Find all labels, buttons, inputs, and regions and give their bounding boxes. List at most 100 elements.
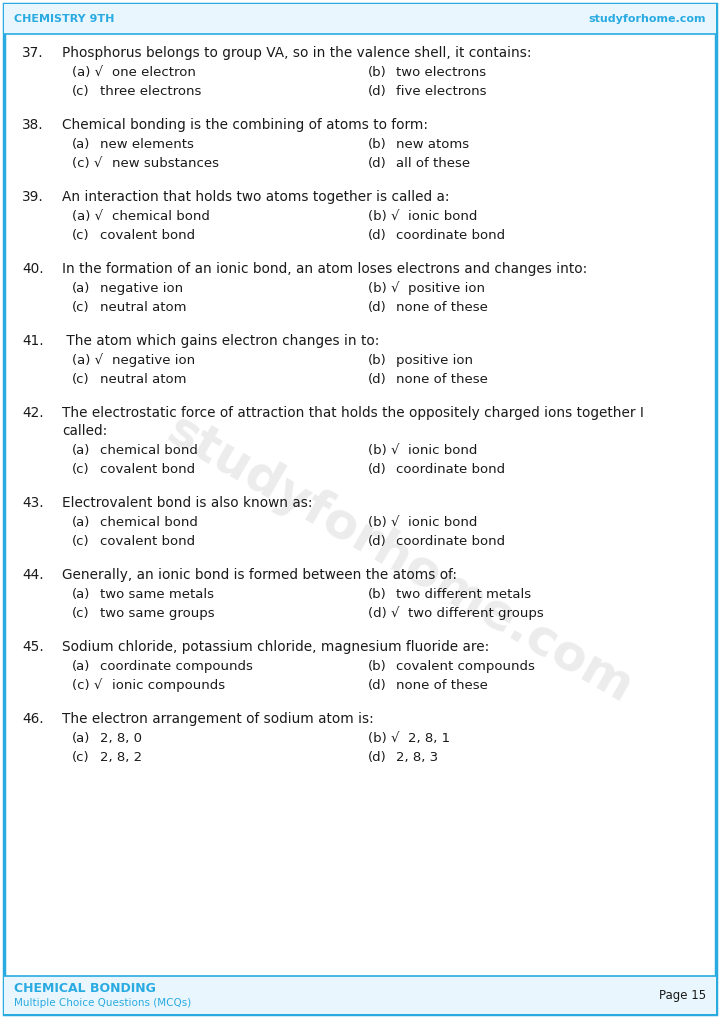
Text: (d): (d) — [368, 84, 387, 98]
Text: 2, 8, 2: 2, 8, 2 — [100, 751, 142, 764]
Text: The atom which gains electron changes in to:: The atom which gains electron changes in… — [62, 334, 379, 348]
Text: (a): (a) — [72, 516, 91, 529]
Text: (c): (c) — [72, 607, 89, 620]
Text: 2, 8, 1: 2, 8, 1 — [408, 732, 450, 745]
Text: (c): (c) — [72, 373, 89, 386]
Text: new elements: new elements — [100, 138, 194, 151]
Text: Phosphorus belongs to group VA, so in the valence shell, it contains:: Phosphorus belongs to group VA, so in th… — [62, 46, 531, 60]
Text: covalent bond: covalent bond — [100, 535, 195, 548]
Text: none of these: none of these — [396, 679, 488, 692]
Text: covalent bond: covalent bond — [100, 229, 195, 242]
Text: (a) √: (a) √ — [72, 354, 103, 367]
Text: (a): (a) — [72, 138, 91, 151]
Text: covalent bond: covalent bond — [100, 463, 195, 476]
Text: Chemical bonding is the combining of atoms to form:: Chemical bonding is the combining of ato… — [62, 118, 428, 132]
Text: The electrostatic force of attraction that holds the oppositely charged ions tog: The electrostatic force of attraction th… — [62, 406, 644, 420]
Text: two same metals: two same metals — [100, 588, 214, 601]
Text: (a): (a) — [72, 732, 91, 745]
Text: (b) √: (b) √ — [368, 210, 400, 223]
Text: (a) √: (a) √ — [72, 66, 103, 79]
Text: coordinate bond: coordinate bond — [396, 229, 505, 242]
Text: coordinate bond: coordinate bond — [396, 535, 505, 548]
Text: Generally, an ionic bond is formed between the atoms of:: Generally, an ionic bond is formed betwe… — [62, 568, 457, 582]
Text: called:: called: — [62, 425, 107, 438]
Text: ionic compounds: ionic compounds — [112, 679, 225, 692]
Text: chemical bond: chemical bond — [112, 210, 210, 223]
Text: two different metals: two different metals — [396, 588, 531, 601]
Text: (b) √: (b) √ — [368, 516, 400, 529]
Text: new atoms: new atoms — [396, 138, 469, 151]
Text: new substances: new substances — [112, 157, 219, 170]
Text: 41.: 41. — [22, 334, 44, 348]
Text: CHEMISTRY 9TH: CHEMISTRY 9TH — [14, 14, 114, 24]
Text: ionic bond: ionic bond — [408, 444, 477, 457]
Text: (c): (c) — [72, 535, 89, 548]
Text: 2, 8, 0: 2, 8, 0 — [100, 732, 142, 745]
Text: (b) √: (b) √ — [368, 444, 400, 457]
Text: positive ion: positive ion — [408, 282, 485, 295]
Text: 43.: 43. — [22, 496, 44, 510]
Text: none of these: none of these — [396, 373, 488, 386]
Text: chemical bond: chemical bond — [100, 444, 198, 457]
Text: (a): (a) — [72, 588, 91, 601]
Text: 37.: 37. — [22, 46, 44, 60]
Text: five electrons: five electrons — [396, 84, 487, 98]
Text: An interaction that holds two atoms together is called a:: An interaction that holds two atoms toge… — [62, 190, 449, 204]
Text: neutral atom: neutral atom — [100, 373, 186, 386]
Text: (b) √: (b) √ — [368, 282, 400, 295]
Text: (a): (a) — [72, 660, 91, 673]
Text: one electron: one electron — [112, 66, 196, 79]
Text: (d): (d) — [368, 535, 387, 548]
Text: 45.: 45. — [22, 640, 44, 654]
Text: Sodium chloride, potassium chloride, magnesium fluoride are:: Sodium chloride, potassium chloride, mag… — [62, 640, 490, 654]
Text: (d): (d) — [368, 463, 387, 476]
Text: all of these: all of these — [396, 157, 470, 170]
Text: ionic bond: ionic bond — [408, 210, 477, 223]
Text: two electrons: two electrons — [396, 66, 486, 79]
Bar — [4, 976, 716, 1014]
Text: (b): (b) — [368, 588, 387, 601]
Text: negative ion: negative ion — [112, 354, 195, 367]
Text: (b): (b) — [368, 660, 387, 673]
Text: 39.: 39. — [22, 190, 44, 204]
Text: (c): (c) — [72, 463, 89, 476]
Bar — [4, 4, 716, 34]
Text: (b): (b) — [368, 354, 387, 367]
Text: 38.: 38. — [22, 118, 44, 132]
Text: Multiple Choice Questions (MCQs): Multiple Choice Questions (MCQs) — [14, 998, 192, 1008]
Text: (a): (a) — [72, 444, 91, 457]
Text: In the formation of an ionic bond, an atom loses electrons and changes into:: In the formation of an ionic bond, an at… — [62, 262, 588, 276]
Text: coordinate bond: coordinate bond — [396, 463, 505, 476]
Text: none of these: none of these — [396, 301, 488, 314]
Text: Electrovalent bond is also known as:: Electrovalent bond is also known as: — [62, 496, 312, 510]
Text: (d): (d) — [368, 373, 387, 386]
Text: (a) √: (a) √ — [72, 210, 103, 223]
Text: (d) √: (d) √ — [368, 607, 400, 620]
Text: covalent compounds: covalent compounds — [396, 660, 535, 673]
Text: (b): (b) — [368, 138, 387, 151]
Text: studyforhome.com: studyforhome.com — [588, 14, 706, 24]
Text: CHEMICAL BONDING: CHEMICAL BONDING — [14, 981, 156, 995]
Text: coordinate compounds: coordinate compounds — [100, 660, 253, 673]
Text: chemical bond: chemical bond — [100, 516, 198, 529]
Text: 44.: 44. — [22, 568, 44, 582]
Text: (d): (d) — [368, 229, 387, 242]
Text: ionic bond: ionic bond — [408, 516, 477, 529]
Text: (d): (d) — [368, 157, 387, 170]
Text: negative ion: negative ion — [100, 282, 183, 295]
Text: 2, 8, 3: 2, 8, 3 — [396, 751, 438, 764]
Text: Page 15: Page 15 — [659, 989, 706, 1003]
Text: positive ion: positive ion — [396, 354, 473, 367]
Text: two same groups: two same groups — [100, 607, 215, 620]
Text: studyforhome.com: studyforhome.com — [158, 407, 642, 714]
Text: (c): (c) — [72, 229, 89, 242]
Text: three electrons: three electrons — [100, 84, 202, 98]
Text: (c): (c) — [72, 301, 89, 314]
Text: (d): (d) — [368, 679, 387, 692]
Text: (c) √: (c) √ — [72, 157, 102, 170]
Text: (c) √: (c) √ — [72, 679, 102, 692]
Text: 42.: 42. — [22, 406, 44, 420]
Text: neutral atom: neutral atom — [100, 301, 186, 314]
Text: two different groups: two different groups — [408, 607, 544, 620]
Text: (c): (c) — [72, 84, 89, 98]
